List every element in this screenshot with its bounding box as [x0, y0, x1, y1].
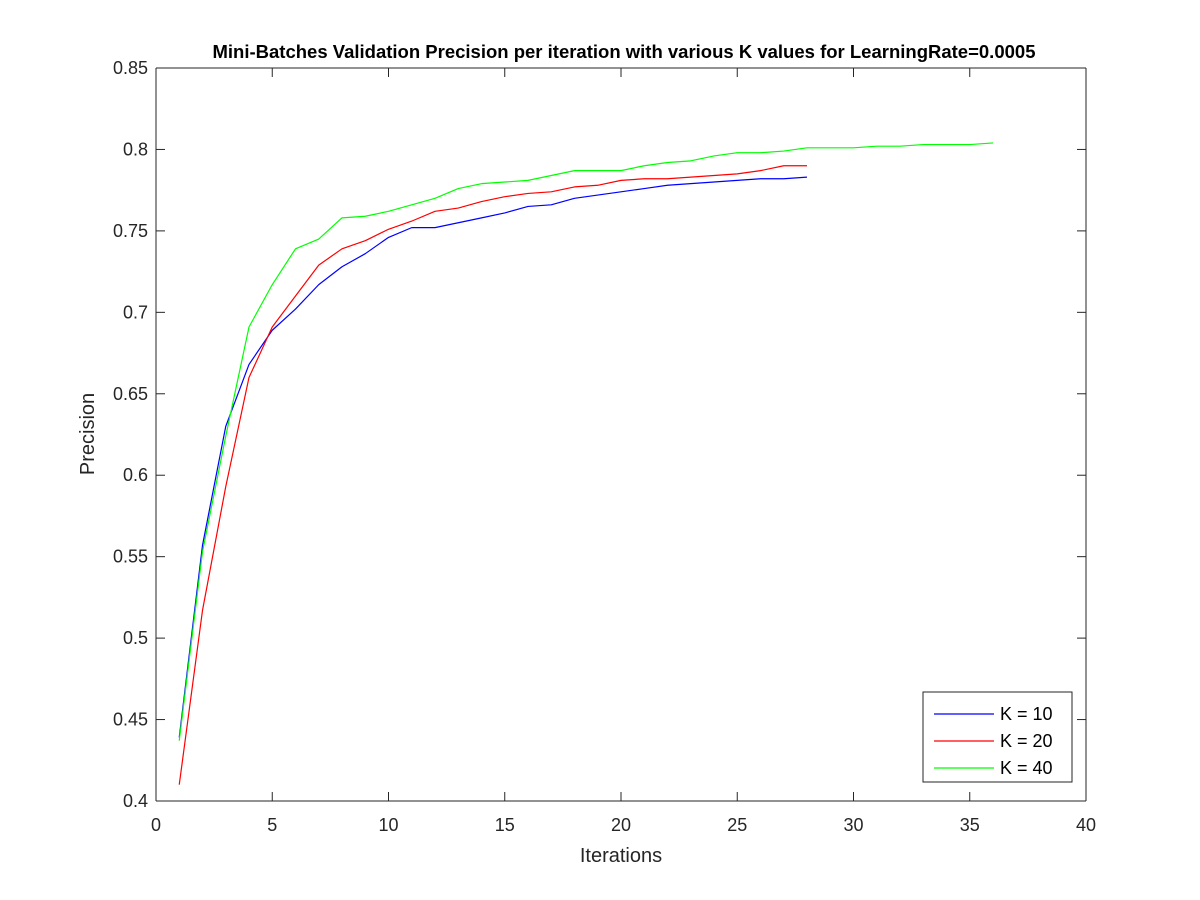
y-tick-label: 0.5: [123, 628, 148, 648]
legend-label: K = 20: [1000, 731, 1053, 751]
series-line-1: [178, 176, 808, 738]
y-tick-label: 0.6: [123, 465, 148, 485]
y-tick-label: 0.85: [113, 58, 148, 78]
series-group: [178, 142, 994, 785]
x-tick-label: 20: [611, 815, 631, 835]
x-tick-label: 25: [727, 815, 747, 835]
series-line-3: [178, 142, 994, 741]
x-tick-label: 40: [1076, 815, 1096, 835]
chart-title: Mini-Batches Validation Precision per it…: [213, 41, 1036, 62]
y-tick-label: 0.55: [113, 547, 148, 567]
x-tick-label: 30: [843, 815, 863, 835]
y-tick-label: 0.4: [123, 791, 148, 811]
x-tick-label: 15: [495, 815, 515, 835]
legend-items: K = 10 K = 20 K = 40: [934, 704, 1053, 778]
legend-label: K = 40: [1000, 758, 1053, 778]
legend-label: K = 10: [1000, 704, 1053, 724]
y-tick-label: 0.8: [123, 139, 148, 159]
x-tick-label: 5: [267, 815, 277, 835]
legend-box: [922, 691, 1073, 783]
plot-area: [156, 68, 1086, 801]
x-tick-label: 35: [960, 815, 980, 835]
series-line-2: [178, 165, 807, 785]
x-axis-label: Iterations: [580, 845, 662, 867]
y-tick-label: 0.65: [113, 384, 148, 404]
y-axis-ticks: 0.4 0.45 0.5 0.55 0.6 0.65 0.7 0.75 0.8 0.85: [113, 58, 1086, 811]
x-tick-label: 0: [151, 815, 161, 835]
legend: K = 10 K = 20 K = 40: [922, 691, 1073, 783]
y-tick-label: 0.75: [113, 221, 148, 241]
y-tick-label: 0.45: [113, 710, 148, 730]
x-axis-ticks: 0 5 10 15 20 25 30 35 40: [151, 68, 1096, 835]
x-tick-label: 10: [378, 815, 398, 835]
y-tick-label: 0.7: [123, 302, 148, 322]
y-axis-label: Precision: [77, 393, 99, 475]
